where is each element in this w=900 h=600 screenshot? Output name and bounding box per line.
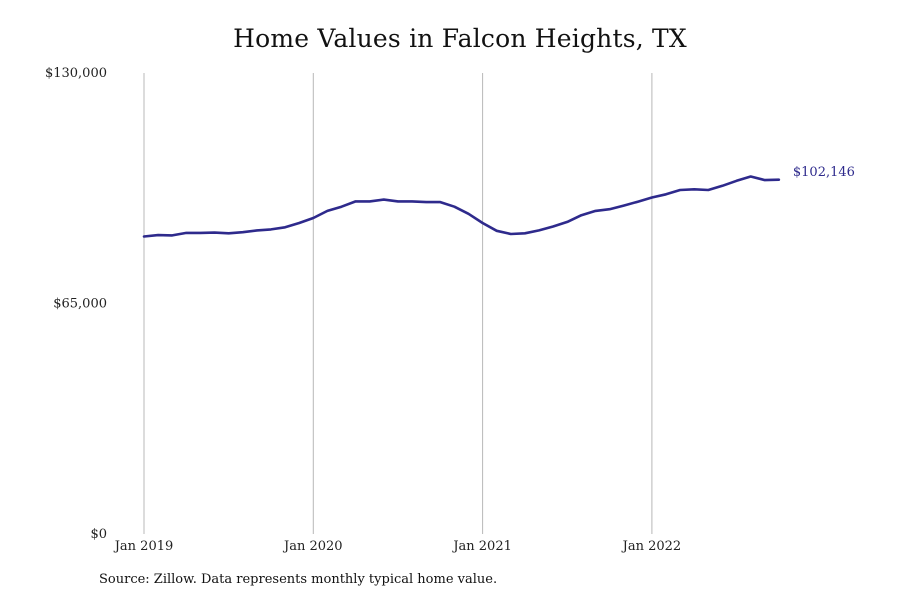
x-tick-label: Jan 2022 (621, 539, 682, 554)
y-tick-label: $0 (90, 527, 107, 542)
x-tick-label: Jan 2020 (282, 539, 343, 554)
y-tick-label: $130,000 (45, 66, 107, 81)
grid-layer (143, 73, 653, 534)
chart-title: Home Values in Falcon Heights, TX (233, 24, 687, 53)
end-value-label: $102,146 (793, 165, 855, 180)
x-axis-ticks: Jan 2019 Jan 2020 Jan 2021 Jan 2022 (113, 539, 681, 554)
end-label-layer: $102,146 (793, 165, 855, 180)
series-line (142, 175, 781, 238)
x-tick-label: Jan 2021 (451, 539, 512, 554)
y-axis-ticks: $0 $65,000 $130,000 (45, 66, 107, 542)
y-tick-label: $65,000 (53, 297, 107, 312)
series-layer (142, 175, 781, 238)
source-note: Source: Zillow. Data represents monthly … (99, 572, 498, 587)
x-tick-label: Jan 2019 (113, 539, 174, 554)
